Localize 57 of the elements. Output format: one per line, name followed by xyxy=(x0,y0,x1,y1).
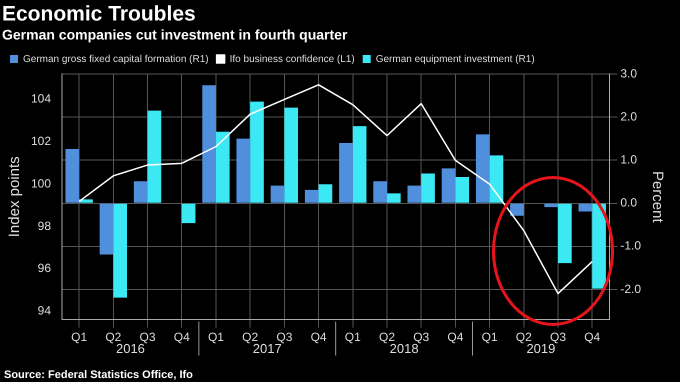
bar xyxy=(386,193,401,203)
bar xyxy=(284,108,298,203)
y2-tick-label: 0.0 xyxy=(620,196,638,210)
bar xyxy=(578,204,592,212)
y2-tick-label: 3.0 xyxy=(620,66,638,80)
x-tick-label: Q4 xyxy=(447,330,464,344)
y2-tick-label: 1.0 xyxy=(620,152,638,166)
bar xyxy=(558,204,572,264)
bar xyxy=(216,132,230,203)
y-tick-label: 94 xyxy=(38,303,52,318)
bar xyxy=(270,186,284,203)
legend-label: German gross fixed capital formation (R1) xyxy=(23,54,209,65)
bar xyxy=(202,85,216,203)
bar xyxy=(79,199,93,203)
y2-tick-label: -2.0 xyxy=(620,282,642,296)
legend-label: German equipment investment (R1) xyxy=(376,54,535,65)
bar xyxy=(65,148,80,203)
bar xyxy=(250,102,264,203)
y2-axis-title: Percent xyxy=(648,170,666,224)
legend-label: Ifo business confidence (L1) xyxy=(230,54,355,65)
bar xyxy=(373,181,387,203)
y-tick-label: 102 xyxy=(30,134,52,148)
x-tick-label: Q1 xyxy=(482,330,498,344)
bar xyxy=(408,186,422,203)
x-tick-label: Q4 xyxy=(584,330,601,344)
bar xyxy=(339,142,353,203)
y2-tick-label: 2.0 xyxy=(620,109,638,124)
y-tick-label: 104 xyxy=(30,92,52,106)
y-tick-label: 98 xyxy=(38,218,52,233)
y2-tick-label: -1.0 xyxy=(620,238,642,253)
bar xyxy=(236,138,250,203)
y-axis-title: Index points xyxy=(6,156,24,238)
bar xyxy=(510,204,524,216)
bar xyxy=(318,184,332,203)
bar xyxy=(592,204,606,289)
chart-subtitle: German companies cut investment in fourth quarter xyxy=(2,26,348,42)
y-tick-label: 100 xyxy=(30,176,52,190)
x-tick-label: Q1 xyxy=(71,330,88,344)
y-tick-label: 96 xyxy=(38,261,52,276)
bar xyxy=(134,181,148,203)
x-tick-label: Q1 xyxy=(344,330,362,344)
bar xyxy=(100,204,114,255)
bar xyxy=(476,134,490,203)
bar xyxy=(113,204,128,298)
chart-title: Economic Troubles xyxy=(2,2,196,26)
bar xyxy=(490,155,504,203)
bar xyxy=(148,110,162,203)
source-note: Source: Federal Statistics Office, Ifo xyxy=(4,369,194,382)
bar xyxy=(455,176,470,203)
bar xyxy=(352,126,366,203)
x-tick-label: Q1 xyxy=(208,330,224,344)
bar xyxy=(304,190,319,203)
bar xyxy=(421,174,435,203)
bar xyxy=(442,168,456,203)
bar xyxy=(182,204,196,224)
x-tick-label: Q4 xyxy=(174,330,190,344)
x-tick-label: Q4 xyxy=(310,330,327,344)
